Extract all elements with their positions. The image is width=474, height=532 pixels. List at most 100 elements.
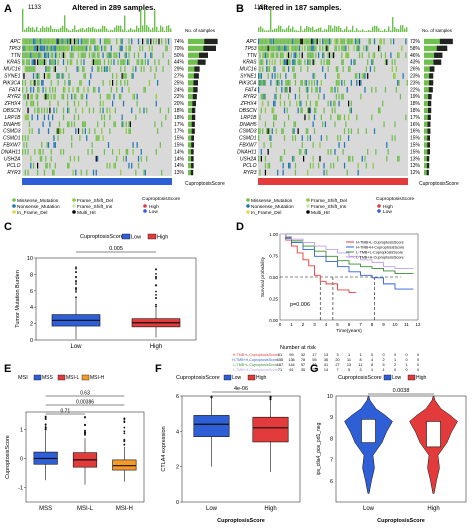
mutation-cell xyxy=(288,114,290,121)
mutation-cell xyxy=(82,107,84,114)
legend-text: Low xyxy=(383,209,392,215)
mutation-cell xyxy=(281,52,283,59)
mutation-cell xyxy=(367,73,369,79)
mutation-cell xyxy=(69,52,71,59)
mutation-cell xyxy=(307,86,309,93)
risk-value: 78 xyxy=(301,358,305,362)
mutation-cell xyxy=(143,66,145,72)
mutation-cell xyxy=(289,100,291,107)
mutation-cell xyxy=(262,93,264,100)
legend-text: Frame_Shift_Del xyxy=(311,198,347,204)
mutation-cell xyxy=(155,93,157,100)
tmb-bar xyxy=(268,30,270,32)
mutation-cell xyxy=(378,45,380,52)
mutation-cell xyxy=(53,38,55,45)
gene-freq-bar-dark xyxy=(204,38,218,45)
tmb-bar xyxy=(378,28,380,32)
mutation-cell xyxy=(348,66,350,72)
mutation-cell xyxy=(283,59,286,65)
mutation-cell xyxy=(330,86,332,93)
gene-freq-bar xyxy=(424,38,453,45)
legend-text: Multi_Hit xyxy=(77,210,96,216)
gene-freq-bar-dark xyxy=(427,107,432,114)
y-tick-label: 10 xyxy=(327,394,333,400)
mutation-cell xyxy=(262,45,264,52)
mutation-cell xyxy=(331,107,333,114)
mutation-cell xyxy=(140,59,142,65)
mutation-cell xyxy=(282,128,284,134)
mutation-cell xyxy=(90,45,92,52)
x-tick-label: 0 xyxy=(279,322,282,327)
mutation-cell xyxy=(125,121,127,128)
mutation-cell xyxy=(258,86,260,93)
mutation-cell xyxy=(107,142,110,148)
mutation-cell xyxy=(270,80,272,86)
y-tick-label: 2 xyxy=(30,322,33,328)
mutation-cell xyxy=(58,52,61,59)
mutation-cell xyxy=(57,100,59,107)
tmb-bar xyxy=(22,8,24,32)
mutation-cell xyxy=(338,114,340,121)
mutation-cell xyxy=(167,107,170,114)
mutation-cell xyxy=(312,45,314,52)
mutation-cell xyxy=(259,80,261,86)
mutation-cell xyxy=(312,121,314,128)
gene-freq-bar-dark xyxy=(426,163,430,169)
tmb-bar xyxy=(104,26,106,32)
mutation-cell xyxy=(263,142,265,148)
mutation-cell xyxy=(110,52,112,59)
mutation-cell xyxy=(90,38,92,45)
y-tick-label: 8 xyxy=(330,436,333,442)
mutation-cell xyxy=(337,135,339,141)
tmb-bar xyxy=(322,30,324,32)
mutation-cell xyxy=(357,45,359,52)
mutation-cell xyxy=(386,155,388,162)
mutation-cell xyxy=(84,45,86,52)
mutation-cell xyxy=(88,107,91,114)
mutation-cell xyxy=(54,45,56,52)
mutation-cell xyxy=(49,107,51,114)
mutation-cell xyxy=(109,38,111,45)
mutation-cell xyxy=(58,73,61,79)
mutation-cell xyxy=(358,80,361,86)
tmb-bar xyxy=(64,15,66,33)
mutation-cell xyxy=(327,45,329,52)
mutation-cell xyxy=(52,45,54,52)
tmb-bar xyxy=(342,30,344,32)
mutation-cell xyxy=(262,80,264,86)
mutation-cell xyxy=(157,80,159,86)
mutation-cell xyxy=(128,52,130,59)
mutation-cell xyxy=(309,162,312,169)
mutation-cell xyxy=(46,107,48,114)
mutation-cell xyxy=(294,135,297,141)
mutation-cell xyxy=(348,155,350,162)
x-axis-label: CuproptosisScore xyxy=(217,518,265,524)
mutation-cell xyxy=(289,162,291,169)
mutation-cell xyxy=(292,135,294,141)
legend-text: Missense_Mutation xyxy=(17,198,59,204)
mutation-cell xyxy=(391,135,393,141)
tmb-bar xyxy=(120,25,122,32)
outlier xyxy=(75,276,77,279)
mutation-cell xyxy=(114,162,116,169)
mutation-cell xyxy=(50,80,52,86)
mutation-cell xyxy=(326,38,328,45)
risk-value: 21 xyxy=(312,368,316,372)
mutation-cell xyxy=(50,59,52,65)
mutation-cell xyxy=(127,149,129,155)
mutation-cell xyxy=(37,169,39,176)
p-value: 0.005 xyxy=(109,246,123,252)
mutation-cell xyxy=(68,45,70,52)
tmb-bar xyxy=(366,30,368,32)
y-axis-label: CuproptosisScore xyxy=(5,435,11,479)
mutation-cell xyxy=(37,59,39,65)
tmb-bar xyxy=(304,28,306,32)
mutation-cell xyxy=(288,52,290,59)
mutation-cell xyxy=(335,66,337,72)
mutation-cell xyxy=(112,149,114,155)
tmb-bar xyxy=(316,28,318,32)
mutation-cell xyxy=(67,121,69,128)
x-axis-label: CuproptosisScore xyxy=(377,518,425,524)
tmb-bar xyxy=(356,28,358,32)
mutation-cell xyxy=(292,155,294,162)
